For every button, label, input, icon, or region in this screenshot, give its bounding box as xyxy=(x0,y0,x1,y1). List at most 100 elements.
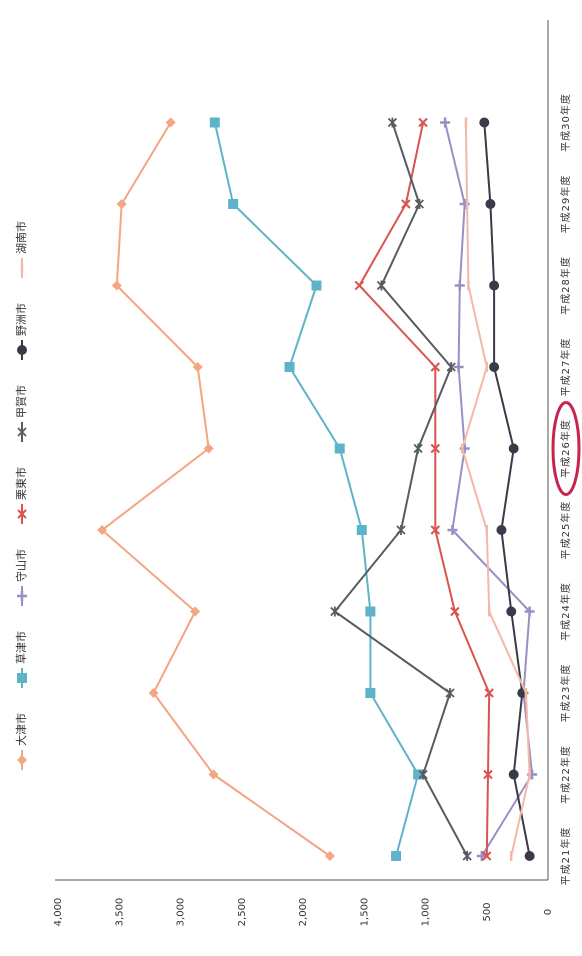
data-point xyxy=(489,280,500,291)
data-point xyxy=(324,851,335,861)
data-point xyxy=(209,117,220,128)
data-point xyxy=(440,117,451,128)
data-point xyxy=(17,591,27,601)
series xyxy=(354,117,494,861)
series-group xyxy=(97,117,538,861)
category-label: 平成30年度 xyxy=(559,93,572,152)
data-point xyxy=(430,443,441,454)
y-tick-label: 2,500 xyxy=(237,898,248,927)
highlight-circle xyxy=(551,401,581,496)
y-tick-label: 3,500 xyxy=(114,898,125,927)
data-point xyxy=(484,688,494,698)
data-point xyxy=(418,117,428,128)
data-point xyxy=(391,851,402,861)
data-point xyxy=(17,427,27,437)
y-tick-label: 500 xyxy=(482,902,493,921)
legend-label: 湖南市 xyxy=(14,221,28,254)
data-point xyxy=(97,525,108,535)
series-line xyxy=(213,122,420,857)
data-point xyxy=(111,280,122,291)
category-label: 平成22年度 xyxy=(559,745,572,804)
data-point xyxy=(401,199,411,209)
legend-item: 湖南市 xyxy=(14,221,28,278)
data-point xyxy=(445,688,455,698)
series-line xyxy=(358,122,491,857)
data-point xyxy=(208,769,219,780)
y-tick-label: 3,000 xyxy=(176,898,187,927)
legend-label: 野洲市 xyxy=(14,303,28,336)
data-point xyxy=(454,280,465,291)
data-point xyxy=(17,509,27,519)
data-point xyxy=(190,606,201,617)
data-point xyxy=(453,362,464,372)
data-point xyxy=(284,362,295,372)
data-point xyxy=(311,280,322,291)
category-label: 平成27年度 xyxy=(559,338,572,397)
data-point xyxy=(496,525,507,535)
category-label: 平成23年度 xyxy=(559,664,572,723)
series-line xyxy=(461,122,531,857)
data-point xyxy=(17,345,27,355)
series xyxy=(330,117,472,861)
data-point xyxy=(165,117,176,128)
data-point xyxy=(489,362,500,372)
data-point xyxy=(334,443,345,454)
data-point xyxy=(482,851,492,861)
legend-item: 草津市 xyxy=(14,631,28,688)
legend-item: 野洲市 xyxy=(14,303,28,360)
series-line xyxy=(483,122,531,857)
series-line xyxy=(333,122,468,857)
data-point xyxy=(476,851,487,861)
data-point xyxy=(483,769,493,780)
legend-label: 守山市 xyxy=(14,549,28,582)
category-labels: 平成21年度平成22年度平成23年度平成24年度平成25年度平成26年度平成27… xyxy=(559,93,572,885)
data-point xyxy=(203,443,214,454)
data-point xyxy=(508,769,519,780)
data-point xyxy=(228,199,239,209)
data-point xyxy=(418,769,428,780)
data-point xyxy=(376,280,387,291)
category-label: 平成26年度 xyxy=(559,419,572,478)
y-tick-label: 0 xyxy=(543,909,554,915)
series-line xyxy=(101,121,331,857)
legend-label: 甲賀市 xyxy=(14,385,28,418)
category-label: 平成21年度 xyxy=(559,827,572,886)
legend-item: 栗東市 xyxy=(14,467,28,524)
legend-item: 甲賀市 xyxy=(14,385,28,442)
data-point xyxy=(192,362,203,372)
category-label: 平成25年度 xyxy=(559,501,572,560)
data-point xyxy=(446,362,456,372)
data-point xyxy=(365,606,376,617)
data-point xyxy=(356,525,367,535)
y-tick-label: 1,500 xyxy=(359,898,370,927)
data-point xyxy=(524,851,535,861)
y-tick-label: 2,000 xyxy=(298,898,309,927)
legend: 大津市 草津市 守山市 栗東市 甲賀市 野洲市 湖南市 xyxy=(14,221,28,770)
data-point xyxy=(430,525,441,535)
data-point xyxy=(413,443,423,454)
y-tick-label: 4,000 xyxy=(53,898,64,927)
data-point xyxy=(17,755,27,765)
data-point xyxy=(387,117,398,128)
category-label: 平成24年度 xyxy=(559,582,572,641)
y-tick-labels: 0 500 1,000 1,500 2,000 2,500 3,000 3,500 4,000 xyxy=(53,898,554,927)
data-point xyxy=(485,199,496,209)
data-point xyxy=(354,280,365,291)
data-point xyxy=(148,688,159,698)
y-tick-label: 1,000 xyxy=(421,898,432,927)
data-point xyxy=(462,851,472,861)
series xyxy=(97,117,335,861)
series xyxy=(209,117,424,861)
data-point xyxy=(396,525,406,535)
data-point xyxy=(414,199,425,209)
data-point xyxy=(506,606,517,617)
data-point xyxy=(450,606,460,617)
legend-label: 栗東市 xyxy=(14,467,28,500)
data-point xyxy=(365,688,376,698)
series xyxy=(461,117,531,861)
data-point xyxy=(508,443,519,454)
data-point xyxy=(17,673,27,683)
data-point xyxy=(524,606,535,617)
data-point xyxy=(447,525,458,535)
